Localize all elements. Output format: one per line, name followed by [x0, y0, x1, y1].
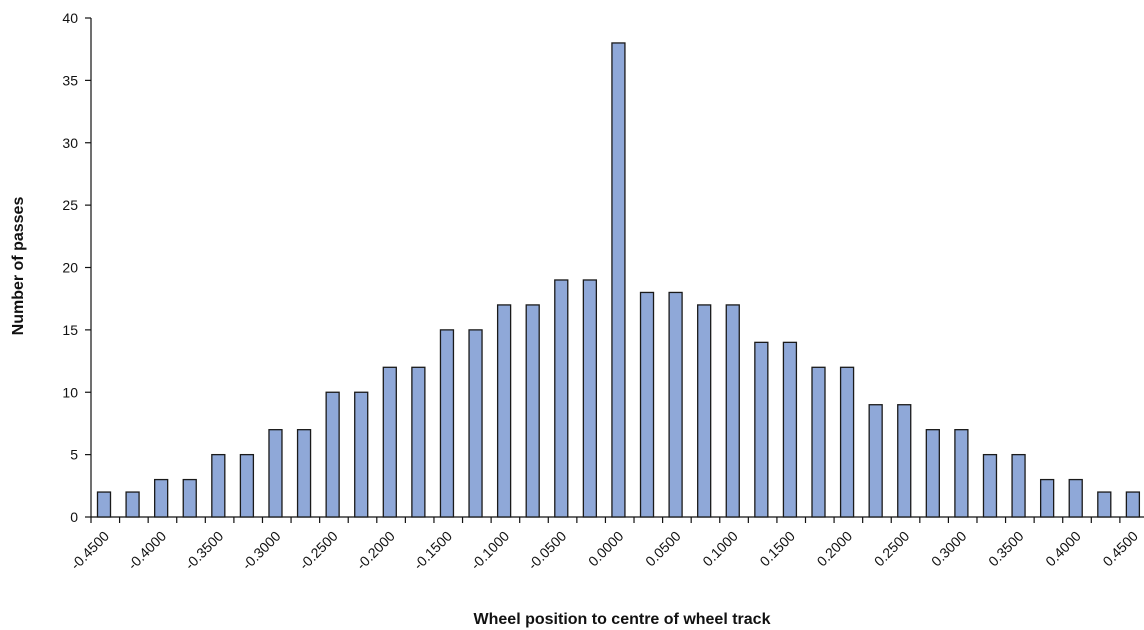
y-tick-label: 25 — [62, 197, 78, 213]
y-tick-label: 40 — [62, 10, 78, 26]
x-axis-title: Wheel position to centre of wheel track — [474, 611, 771, 628]
x-tick-label: 0.4500 — [1099, 528, 1141, 570]
bar — [697, 304, 712, 518]
bars — [96, 42, 1141, 518]
bar — [639, 291, 655, 518]
x-tick-label: -0.2500 — [296, 528, 341, 573]
x-tick-label: -0.2000 — [353, 528, 398, 573]
bar — [868, 404, 883, 518]
bar — [211, 453, 226, 518]
bar — [754, 341, 769, 518]
bar — [1097, 491, 1112, 518]
y-tick-label: 0 — [70, 509, 78, 525]
bar — [668, 291, 683, 518]
x-tick-label: -0.3500 — [182, 528, 227, 573]
y-tick-label: 20 — [62, 260, 78, 276]
x-tick-label: 0.1000 — [699, 528, 741, 570]
bar — [182, 478, 197, 518]
bar — [897, 404, 912, 518]
bar — [439, 329, 455, 518]
bar — [954, 429, 969, 518]
bar — [354, 391, 369, 518]
y-tick-label: 35 — [62, 72, 78, 88]
x-tick-label: -0.4500 — [67, 528, 112, 573]
x-tick-label: 0.1500 — [756, 528, 798, 570]
bar — [296, 429, 312, 518]
x-tick-label: -0.1500 — [410, 528, 455, 573]
bar — [154, 478, 169, 518]
bar — [411, 366, 426, 518]
y-axis-title: Number of passes — [10, 197, 27, 336]
y-tick-label: 5 — [70, 447, 78, 463]
x-tick-label: 0.3500 — [985, 528, 1027, 570]
bar — [725, 304, 740, 518]
bar — [1125, 491, 1141, 518]
bar — [982, 453, 998, 518]
x-tick-label: 0.3000 — [928, 528, 970, 570]
x-tick-label: 0.0000 — [585, 528, 627, 570]
bar — [525, 304, 540, 518]
bar — [468, 329, 483, 518]
y-axis: 0 5 10 15 20 25 30 35 40 — [62, 10, 92, 525]
x-tick-label: 0.2000 — [814, 528, 856, 570]
y-tick-label: 30 — [62, 135, 78, 151]
bar — [811, 366, 826, 518]
bar — [1011, 453, 1026, 518]
bar — [782, 341, 798, 518]
x-tick-label: -0.4000 — [124, 528, 169, 573]
bar — [496, 304, 512, 518]
bar — [268, 429, 283, 518]
bar — [125, 491, 140, 518]
bar — [239, 453, 255, 518]
x-tick-label: -0.0500 — [525, 528, 570, 573]
x-tick-label: -0.3000 — [239, 528, 284, 573]
bar — [96, 491, 112, 518]
x-tick-label: 0.2500 — [871, 528, 913, 570]
x-tick-label: 0.0500 — [642, 528, 684, 570]
bar — [1039, 478, 1055, 518]
bar — [325, 391, 340, 518]
bar — [611, 42, 626, 518]
x-tick-label: 0.4000 — [1042, 528, 1084, 570]
bar — [582, 279, 598, 518]
y-tick-label: 10 — [62, 384, 78, 400]
x-tick-label: -0.1000 — [467, 528, 512, 573]
bar — [839, 366, 855, 518]
bar — [382, 366, 397, 518]
y-tick-label: 15 — [62, 322, 78, 338]
bar — [925, 429, 940, 518]
x-axis: -0.4500 -0.4000 -0.3500 -0.3000 -0.2500 -0.20… — [67, 516, 1144, 573]
bar — [554, 279, 569, 518]
bar — [1068, 478, 1083, 518]
